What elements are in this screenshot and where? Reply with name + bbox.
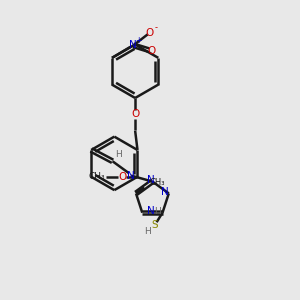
- Text: CH₃: CH₃: [88, 172, 105, 181]
- Text: H: H: [154, 207, 161, 216]
- Text: O: O: [146, 28, 154, 38]
- Text: O: O: [118, 172, 126, 182]
- Text: +: +: [135, 35, 142, 44]
- Text: N: N: [147, 206, 154, 216]
- Text: N: N: [127, 171, 135, 181]
- Text: H: H: [144, 227, 151, 236]
- Text: H: H: [115, 150, 122, 159]
- Text: N: N: [161, 187, 169, 197]
- Text: CH₃: CH₃: [150, 178, 165, 187]
- Text: N: N: [147, 175, 155, 185]
- Text: O: O: [148, 46, 156, 56]
- Text: -: -: [154, 23, 157, 32]
- Text: S: S: [151, 220, 158, 230]
- Text: N: N: [130, 40, 137, 50]
- Text: O: O: [131, 109, 139, 119]
